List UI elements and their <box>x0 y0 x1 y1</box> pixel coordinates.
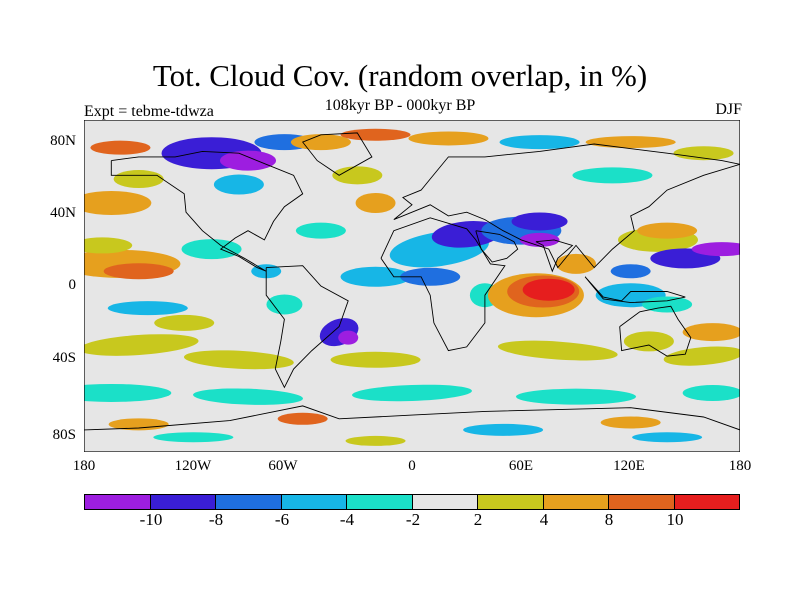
colorbar-label: 8 <box>604 510 614 529</box>
plot-subtitle: 108kyr BP - 000kyr BP <box>324 97 476 114</box>
world-map-panel <box>84 120 740 452</box>
colorbar-label: -2 <box>405 510 421 529</box>
season-label: DJF <box>715 101 742 118</box>
lon-tick-120w: 120W <box>174 458 212 474</box>
lon-tick-120e: 120E <box>613 458 645 474</box>
lon-tick-60w: 60W <box>268 458 298 474</box>
colorbar-label: -8 <box>208 510 224 529</box>
colorbar-segment <box>347 495 413 509</box>
coastline <box>475 230 519 263</box>
colorbar-label: 2 <box>473 510 483 529</box>
lon-tick-180w: 180 <box>72 458 96 474</box>
lat-tick-80s: 80S <box>52 427 76 443</box>
plot-title: Tot. Cloud Cov. (random overlap, in %) <box>152 58 648 93</box>
coastline <box>619 305 692 357</box>
colorbar-segment <box>609 495 675 509</box>
coastline <box>84 405 740 431</box>
colorbar-label: 4 <box>539 510 549 529</box>
colorbar-segment <box>85 495 151 509</box>
coastline <box>584 276 686 304</box>
colorbar-label: -10 <box>139 510 163 529</box>
lon-tick-0: 0 <box>408 458 416 474</box>
colorbar <box>84 494 740 510</box>
lat-tick-40n: 40N <box>50 205 76 221</box>
colorbar-label: -6 <box>274 510 290 529</box>
lat-tick-80n: 80N <box>50 133 76 149</box>
experiment-label: Expt = tebme-tdwza <box>84 103 214 120</box>
colorbar-segment <box>216 495 282 509</box>
lat-tick-40s: 40S <box>52 350 76 366</box>
lon-tick-60e: 60E <box>508 458 534 474</box>
colorbar-label: -4 <box>339 510 355 529</box>
coastline <box>380 217 506 352</box>
coastline <box>535 239 574 273</box>
colorbar-segment <box>543 495 609 509</box>
colorbar-segment <box>478 495 544 509</box>
cloud-cover-anomaly-map <box>84 120 740 452</box>
colorbar-segment <box>412 495 478 509</box>
coastline <box>110 150 304 272</box>
colorbar-segment <box>674 495 739 509</box>
colorbar-segment <box>150 495 216 509</box>
lon-tick-180e: 180 <box>728 458 752 474</box>
coastline <box>301 132 373 176</box>
coastline <box>393 143 740 269</box>
colorbar-label: 10 <box>666 510 684 529</box>
coastline <box>265 265 349 389</box>
lat-tick-0: 0 <box>68 277 77 293</box>
colorbar-segment <box>281 495 347 509</box>
